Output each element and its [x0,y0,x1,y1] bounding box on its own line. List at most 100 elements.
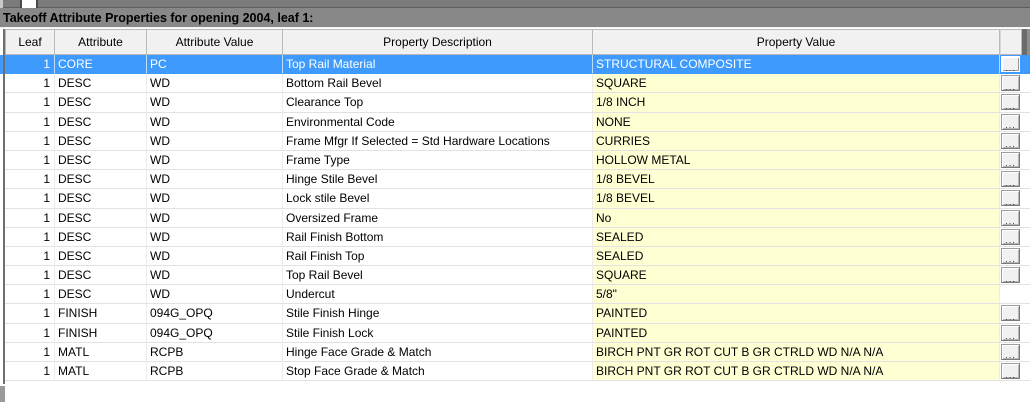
cell-property-value[interactable]: No [593,208,1000,228]
column-header-leaf[interactable]: Leaf [5,29,55,55]
cell-actions: ... [1000,132,1022,151]
cell-property-description: Top Rail Bevel [283,266,593,286]
cell-attribute-value: WD [147,150,283,171]
cell-property-value[interactable]: NONE [593,112,1000,132]
cell-attribute-value: WD [147,112,283,132]
cell-actions: ... [1000,324,1022,343]
ellipsis-button[interactable]: ... [1001,75,1020,92]
cell-property-value[interactable]: SQUARE [593,74,1000,94]
ellipsis-button[interactable]: ... [1001,343,1020,360]
column-header-actions [1000,29,1022,55]
cell-actions: ... [1000,362,1022,382]
table-row[interactable]: 1 DESC WD Rail Finish Bottom SEALED ... [0,227,1030,247]
cell-property-value[interactable]: SQUARE [593,266,1000,286]
cell-property-description: Hinge Face Grade & Match [283,342,593,362]
cell-actions: ... [1000,55,1022,75]
column-header-attribute[interactable]: Attribute [55,29,147,55]
row-right-sliver [1022,343,1030,362]
table-row[interactable]: 1 DESC WD Environmental Code NONE ... [0,112,1030,132]
cell-property-value[interactable]: 5/8" [593,285,1000,305]
column-header-attribute-value[interactable]: Attribute Value [147,29,283,55]
ellipsis-button[interactable]: ... [1001,132,1020,149]
cell-actions: ... [1000,304,1022,324]
cell-attribute: MATL [55,342,147,362]
table-row[interactable]: 1 DESC WD Frame Type HOLLOW METAL ... [0,150,1030,171]
cell-property-value[interactable]: 1/8 BEVEL [593,189,1000,209]
ellipsis-button[interactable]: ... [1001,324,1020,341]
cell-property-value[interactable]: SEALED [593,246,1000,267]
ellipsis-button[interactable]: ... [1001,94,1020,111]
cell-actions: ... [1000,228,1022,247]
cell-property-value[interactable]: BIRCH PNT GR ROT CUT B GR CTRLD WD N/A N… [593,342,1000,362]
ellipsis-button[interactable]: ... [1001,56,1020,72]
cell-property-value[interactable]: SEALED [593,227,1000,247]
cell-property-description: Bottom Rail Bevel [283,74,593,94]
ellipsis-button[interactable]: ... [1001,305,1020,322]
cell-leaf: 1 [5,362,55,382]
cell-leaf: 1 [5,170,55,190]
ellipsis-button[interactable]: ... [1001,247,1020,264]
table-row[interactable]: 1 DESC WD Oversized Frame No ... [0,208,1030,228]
cell-attribute: CORE [55,55,147,75]
table-row[interactable]: 1 DESC WD Frame Mfgr If Selected = Std H… [0,131,1030,151]
cell-attribute-value: WD [147,246,283,267]
ellipsis-button[interactable]: ... [1001,363,1020,379]
ellipsis-button[interactable]: ... [1001,209,1020,226]
table-row[interactable]: 1 CORE PC Top Rail Material STRUCTURAL C… [0,55,1030,75]
cell-property-value[interactable]: STRUCTURAL COMPOSITE [593,55,1000,75]
ellipsis-button[interactable]: ... [1001,228,1020,245]
table-row[interactable]: 1 DESC WD Bottom Rail Bevel SQUARE ... [0,74,1030,94]
table-row[interactable]: 1 DESC WD Undercut 5/8" [0,285,1030,305]
cell-property-value[interactable]: PAINTED [593,323,1000,343]
table-row[interactable]: 1 DESC WD Clearance Top 1/8 INCH ... [0,93,1030,113]
table-row[interactable]: 1 DESC WD Lock stile Bevel 1/8 BEVEL ... [0,189,1030,209]
row-right-sliver [1022,228,1030,247]
ellipsis-button[interactable]: ... [1001,113,1020,130]
cell-property-description: Stile Finish Lock [283,323,593,343]
table-row[interactable]: 1 MATL RCPB Stop Face Grade & Match BIRC… [0,362,1030,382]
row-right-sliver [1022,304,1030,324]
column-header-property-description[interactable]: Property Description [283,29,593,55]
cell-attribute: DESC [55,150,147,171]
cell-actions: ... [1000,151,1022,171]
cell-attribute-value: WD [147,131,283,151]
table-row[interactable]: 1 DESC WD Hinge Stile Bevel 1/8 BEVEL ..… [0,170,1030,190]
cell-property-description: Hinge Stile Bevel [283,170,593,190]
cell-property-value[interactable]: HOLLOW METAL [593,150,1000,171]
cell-property-value[interactable]: 1/8 BEVEL [593,170,1000,190]
cell-attribute: DESC [55,208,147,228]
ellipsis-button[interactable]: ... [1001,171,1020,188]
row-right-sliver [1022,132,1030,151]
table-row[interactable]: 1 DESC WD Rail Finish Top SEALED ... [0,246,1030,267]
cell-property-value[interactable]: BIRCH PNT GR ROT CUT B GR CTRLD WD N/A N… [593,362,1000,382]
cell-attribute: DESC [55,131,147,151]
ellipsis-button[interactable]: ... [1001,190,1020,207]
cell-actions: ... [1000,93,1022,113]
cell-property-description: Rail Finish Bottom [283,227,593,247]
cell-leaf: 1 [5,112,55,132]
cell-attribute-value: WD [147,93,283,113]
cell-property-value[interactable]: CURRIES [593,131,1000,151]
cell-property-description: Rail Finish Top [283,246,593,267]
cell-property-value[interactable]: PAINTED [593,304,1000,324]
grid-body: 1 CORE PC Top Rail Material STRUCTURAL C… [0,55,1030,382]
cell-attribute: DESC [55,246,147,267]
table-row[interactable]: 1 FINISH 094G_OPQ Stile Finish Hinge PAI… [0,304,1030,324]
table-row[interactable]: 1 DESC WD Top Rail Bevel SQUARE ... [0,266,1030,286]
cell-actions: ... [1000,170,1022,190]
cell-property-description: Stop Face Grade & Match [283,362,593,382]
cell-attribute: DESC [55,112,147,132]
cell-property-value[interactable]: 1/8 INCH [593,93,1000,113]
row-right-sliver [1022,285,1030,305]
ellipsis-button[interactable]: ... [1001,267,1020,284]
column-header-property-value[interactable]: Property Value [593,29,1000,55]
cell-leaf: 1 [5,285,55,305]
table-row[interactable]: 1 FINISH 094G_OPQ Stile Finish Lock PAIN… [0,323,1030,343]
cell-attribute-value: WD [147,189,283,209]
cell-attribute: DESC [55,285,147,305]
row-right-sliver [1022,266,1030,286]
ellipsis-button[interactable]: ... [1001,151,1020,168]
cell-attribute: FINISH [55,323,147,343]
cell-attribute-value: WD [147,285,283,305]
table-row[interactable]: 1 MATL RCPB Hinge Face Grade & Match BIR… [0,342,1030,362]
